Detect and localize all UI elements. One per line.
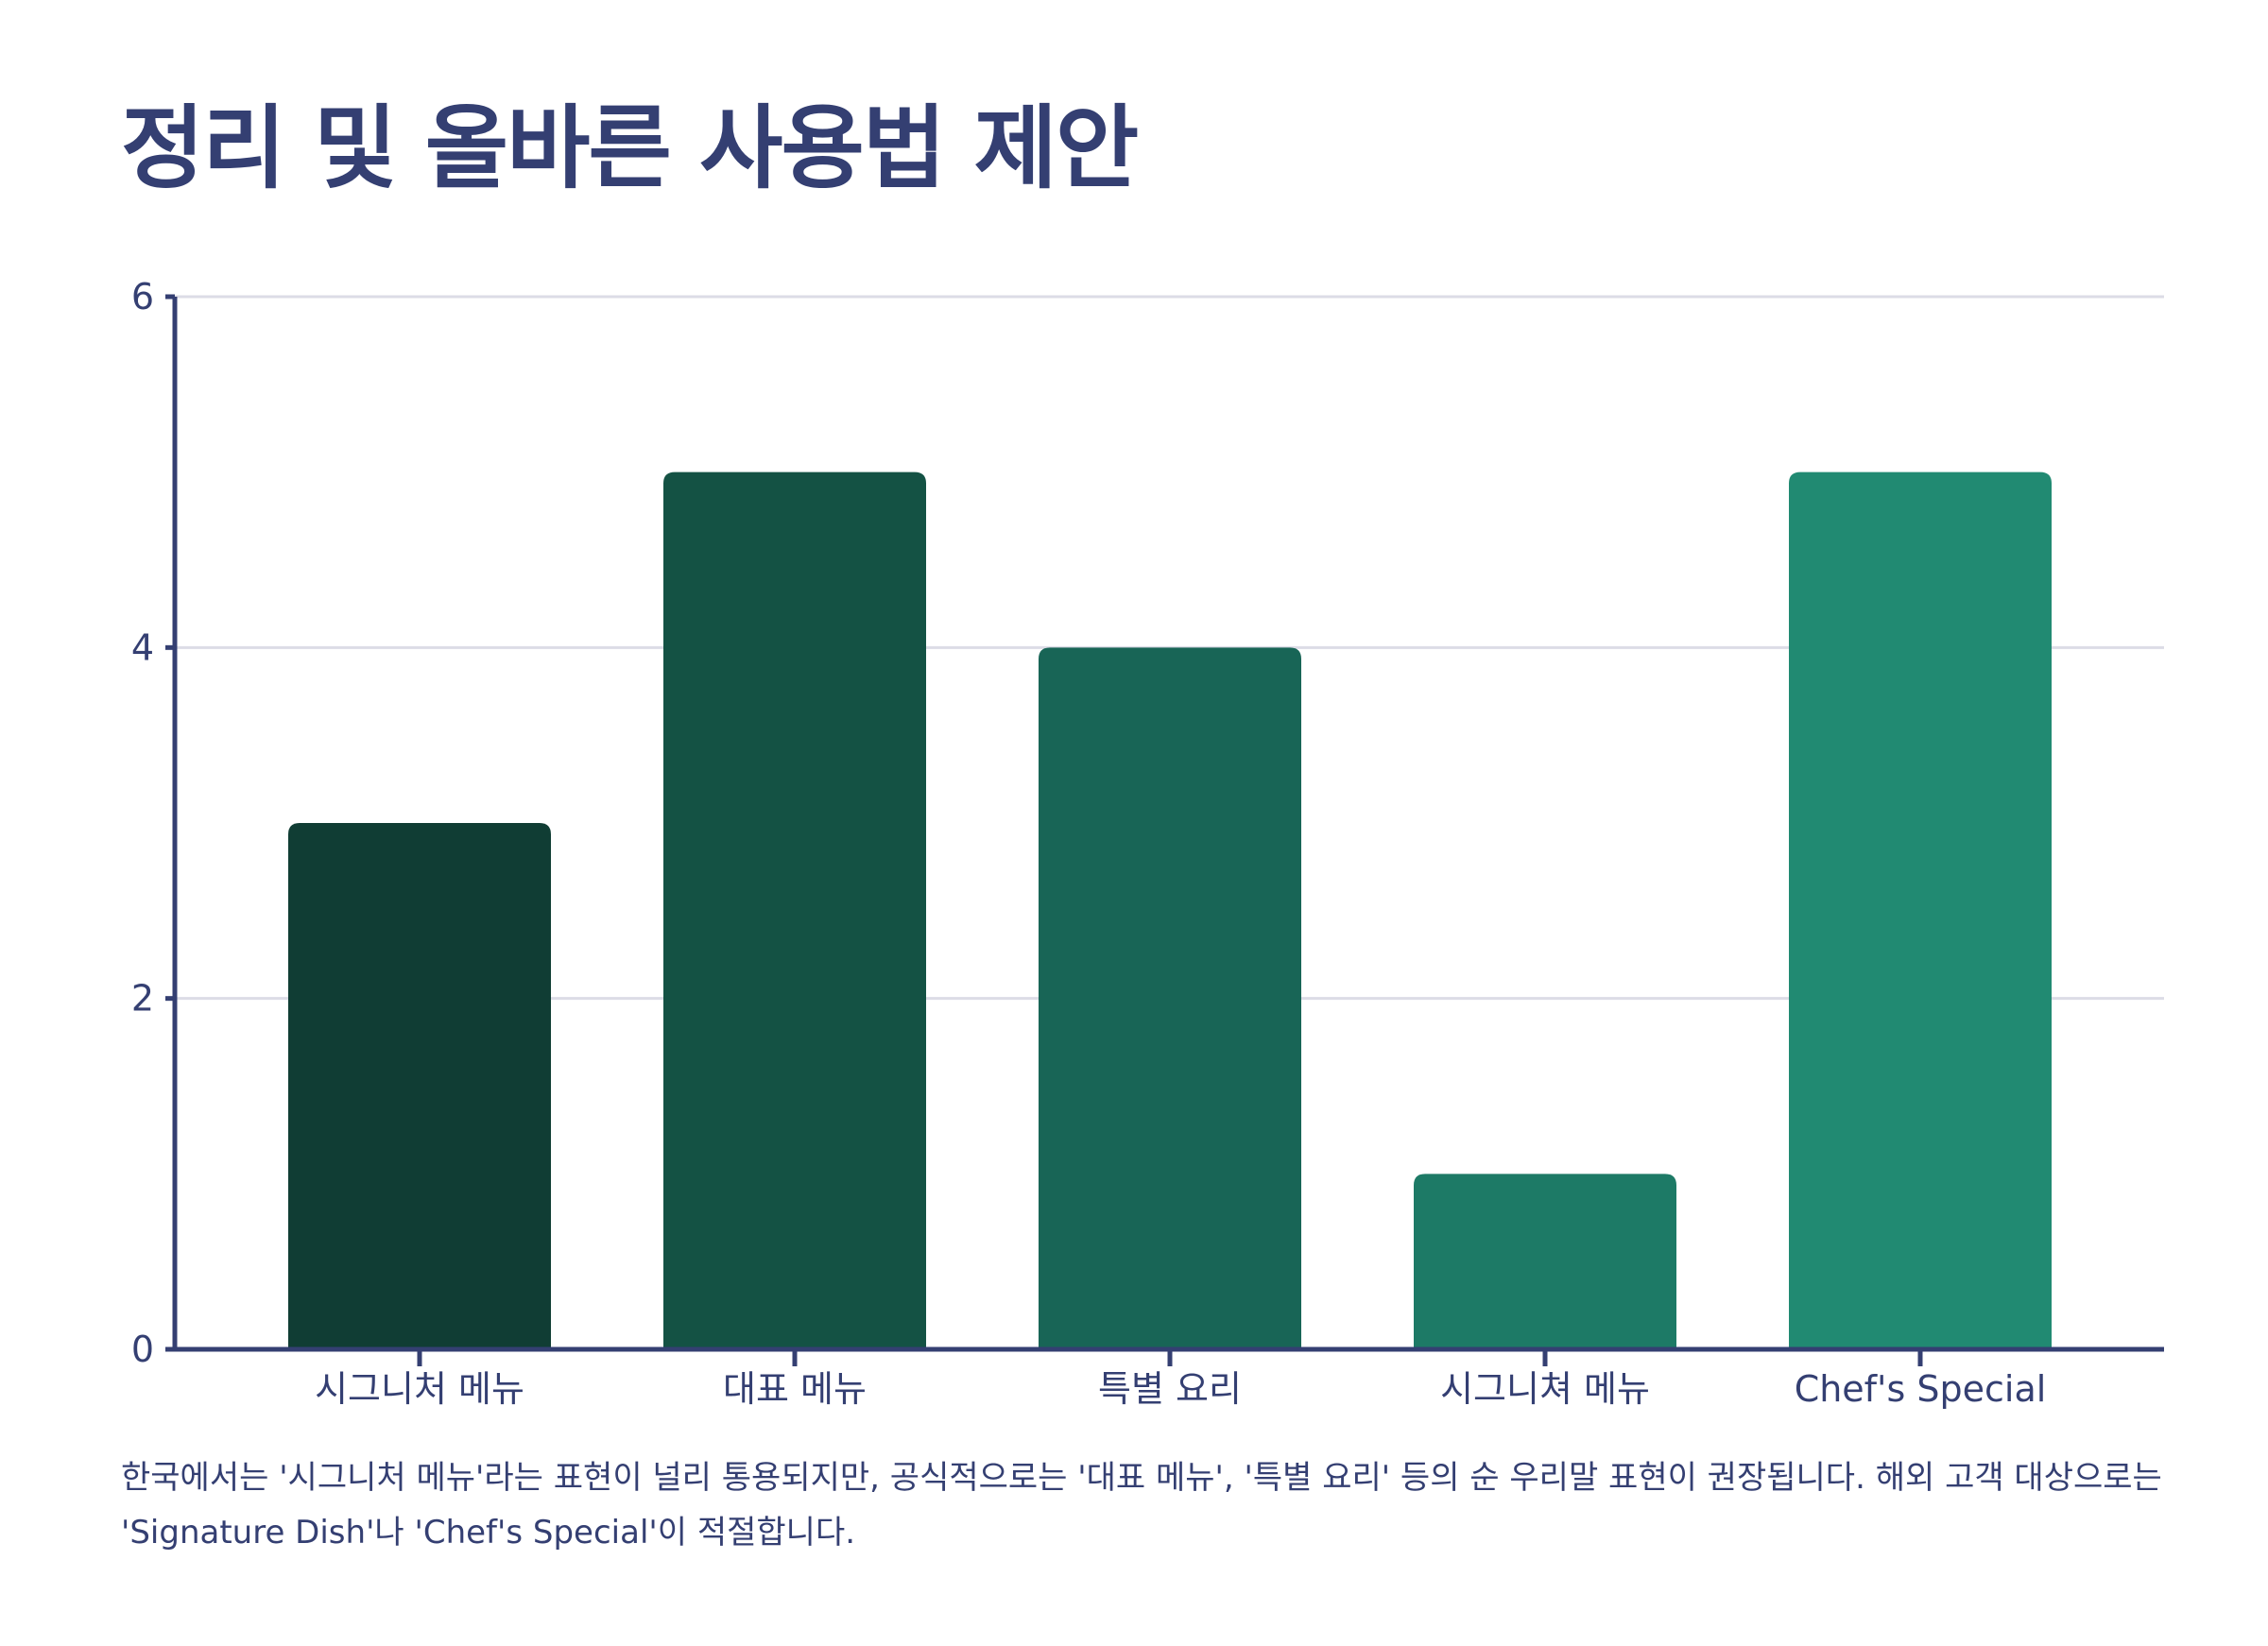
x-tick-label: Chef's Special (1795, 1368, 2047, 1410)
bar-1 (288, 823, 551, 1349)
y-tick-label: 2 (131, 978, 154, 1020)
x-tick-label: 시그니쳐 메뉴 (1440, 1368, 1650, 1410)
x-tick-label: 시그니처 메뉴 (315, 1368, 524, 1410)
x-tick-label: 특별 요리 (1098, 1368, 1242, 1410)
bar-5 (1789, 472, 2052, 1350)
tick-labels: 0 2 4 6 시그니처 메뉴 대표 메뉴 특별 요리 시그니쳐 메뉴 Chef's Speci… (131, 276, 2047, 1410)
x-tick-label: 대표 메뉴 (723, 1368, 867, 1410)
page-title: 정리 및 올바른 사용법 제안 (121, 95, 1139, 201)
bar-chart: 0 2 4 6 시그니처 메뉴 대표 메뉴 특별 요리 시그니쳐 메뉴 Chef's Speci… (131, 276, 2164, 1410)
y-tick-label: 0 (131, 1329, 154, 1370)
y-tick-label: 4 (131, 626, 154, 668)
bar-4 (1414, 1174, 1676, 1349)
bar-3 (1039, 647, 1301, 1349)
bar-2 (663, 472, 926, 1350)
axes (165, 294, 2164, 1366)
y-tick-label: 6 (131, 276, 154, 317)
chart-caption: 한국에서는 '시그니처 메뉴'라는 표현이 널리 통용되지만, 공식적으로는 '… (121, 1459, 2162, 1552)
bars (288, 472, 2052, 1350)
